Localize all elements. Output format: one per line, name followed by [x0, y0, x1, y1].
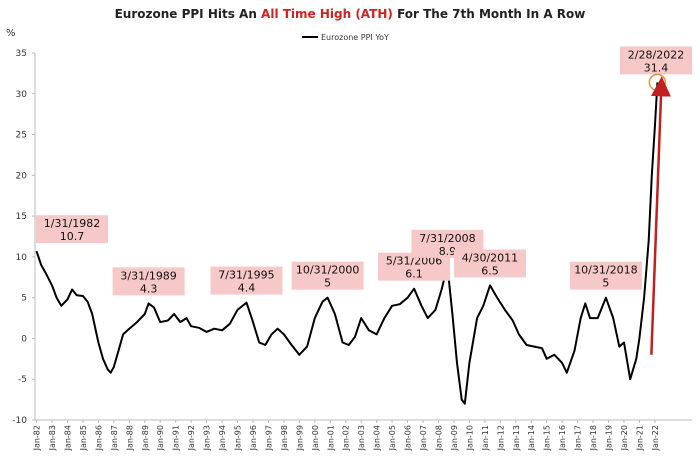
x-tick-label: Jan-98 [280, 425, 289, 451]
legend-label: Eurozone PPI YoY [321, 33, 389, 42]
title-part: Eurozone PPI Hits An [115, 7, 261, 21]
x-tick-label: Jan-13 [512, 425, 521, 451]
data-line [35, 82, 659, 405]
annotation-date: 5/31/2006 [386, 255, 442, 268]
x-tick-label: Jan-05 [388, 425, 397, 451]
x-tick-label: Jan-22 [651, 425, 660, 451]
annotation-box [210, 266, 283, 295]
x-tick-label: Jan-16 [558, 425, 567, 451]
x-tick-label: Jan-87 [110, 425, 119, 451]
annotation-value: 31.4 [644, 61, 669, 74]
annotation-value: 6.1 [405, 268, 423, 281]
y-axis-label: % [6, 28, 16, 39]
annotation-date: 7/31/1995 [218, 269, 274, 282]
annotation-date: 2/28/2022 [628, 48, 684, 61]
x-tick-label: Jan-90 [156, 425, 165, 451]
x-tick-label: Jan-99 [295, 425, 304, 451]
x-tick-label: Jan-96 [249, 425, 258, 451]
x-tick-label: Jan-12 [496, 425, 505, 451]
annotation-value: 5 [602, 277, 609, 290]
chart-title: Eurozone PPI Hits An All Time High (ATH)… [115, 7, 586, 21]
y-tick-label: 10 [16, 253, 28, 263]
x-tick-label: Jan-86 [94, 425, 103, 451]
x-tick-label: Jan-17 [574, 425, 583, 451]
x-tick-label: Jan-03 [357, 425, 366, 451]
x-tick-label: Jan-88 [125, 425, 134, 451]
y-tick-label: 30 [16, 90, 28, 100]
annotation-box [620, 46, 692, 75]
x-tick-label: Jan-97 [264, 425, 273, 451]
annotation-box [291, 261, 364, 290]
x-tick-label: Jan-19 [605, 425, 614, 451]
x-tick-label: Jan-95 [234, 425, 243, 451]
y-tick-label: 15 [16, 212, 27, 222]
x-tick-label: Jan-89 [141, 425, 150, 451]
y-tick-label: 0 [21, 334, 27, 344]
annotation-value: 6.5 [481, 264, 499, 277]
arrow [650, 76, 671, 355]
y-tick-label: -5 [18, 375, 27, 385]
x-tick-label: Jan-09 [450, 425, 459, 451]
y-tick-label: 35 [16, 49, 27, 59]
x-tick-label: Jan-14 [527, 425, 536, 451]
title-part: All Time High (ATH) [261, 7, 393, 21]
x-tick-label: Jan-02 [342, 425, 351, 451]
annotation-box [453, 249, 526, 278]
x-tick-label: Jan-10 [465, 425, 474, 451]
title-part: For The 7th Month In A Row [393, 7, 586, 21]
x-tick-label: Jan-82 [33, 425, 42, 451]
x-tick-label: Jan-21 [635, 425, 644, 451]
y-tick-label: -10 [12, 416, 27, 426]
annotation-box [112, 267, 185, 296]
annotation-date: 1/31/1982 [44, 217, 100, 230]
x-tick-label: Jan-01 [326, 425, 335, 451]
x-tick-label: Jan-18 [589, 425, 598, 451]
annotation-value: 5 [324, 277, 331, 290]
annotation-box [36, 215, 108, 244]
y-tick-label: 5 [21, 294, 27, 304]
annotation-date: 7/31/2008 [419, 232, 475, 245]
x-tick-label: Jan-94 [218, 425, 227, 451]
x-tick-label: Jan-00 [311, 425, 320, 451]
x-tick-label: Jan-11 [481, 425, 490, 451]
x-tick-label: Jan-06 [404, 425, 413, 451]
x-tick-label: Jan-07 [419, 425, 428, 451]
x-tick-label: Jan-92 [187, 425, 196, 451]
x-tick-label: Jan-91 [172, 425, 181, 451]
annotation-value: 4.3 [140, 282, 158, 295]
x-tick-label: Jan-08 [434, 425, 443, 451]
annotation-date: 10/31/2000 [296, 264, 359, 277]
x-tick-label: Jan-20 [620, 425, 629, 451]
x-tick-label: Jan-04 [373, 425, 382, 451]
annotation-value: 4.4 [238, 282, 256, 295]
annotation-date: 4/30/2011 [462, 251, 518, 264]
x-tick-label: Jan-84 [63, 425, 72, 451]
annotation-value: 8.9 [439, 245, 457, 258]
annotation-date: 3/31/1989 [120, 269, 176, 282]
x-tick-label: Jan-85 [79, 425, 88, 451]
annotation-box [569, 261, 642, 290]
y-tick-label: 25 [16, 131, 27, 141]
annotation-date: 10/31/2018 [574, 264, 637, 277]
x-tick-label: Jan-83 [48, 425, 57, 451]
x-tick-label: Jan-93 [203, 425, 212, 451]
y-tick-label: 20 [16, 171, 28, 181]
annotation-value: 10.7 [60, 230, 85, 243]
x-tick-label: Jan-15 [543, 425, 552, 451]
